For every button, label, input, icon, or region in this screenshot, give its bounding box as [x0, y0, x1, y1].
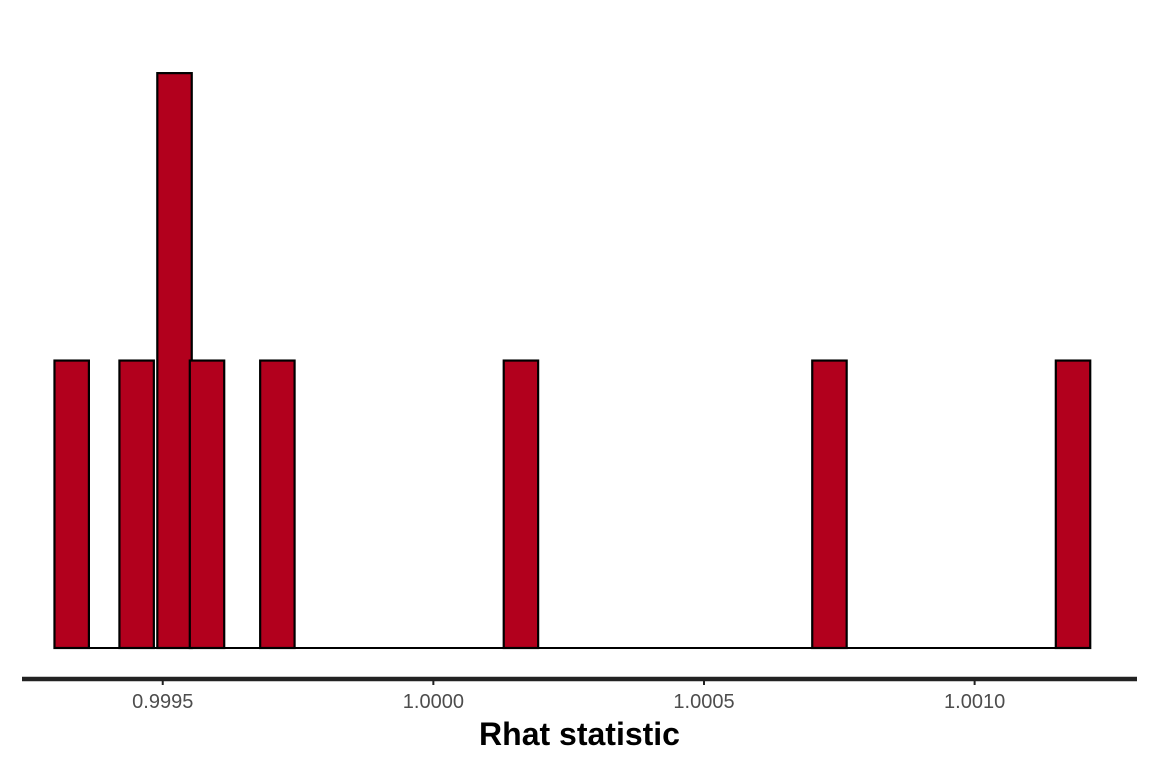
- histogram-bar: [156, 72, 193, 650]
- x-axis-ticks: 0.9995 1.0000 1.0005 1.0010: [132, 679, 1005, 713]
- x-axis-title: Rhat statistic: [479, 716, 680, 752]
- histogram-bar: [188, 359, 226, 650]
- x-tick-label: 1.0000: [403, 691, 464, 713]
- histogram-bar: [502, 359, 540, 650]
- histogram-bar: [118, 359, 155, 650]
- x-tick-label: 0.9995: [132, 691, 193, 713]
- histogram-bar: [1054, 359, 1092, 650]
- histogram-bar: [53, 359, 90, 650]
- x-tick-label: 1.0010: [944, 691, 1005, 713]
- bars-layer: [53, 72, 1092, 650]
- x-tick-label: 1.0005: [673, 691, 734, 713]
- histogram-bar: [259, 359, 296, 650]
- histogram-bar: [811, 359, 848, 650]
